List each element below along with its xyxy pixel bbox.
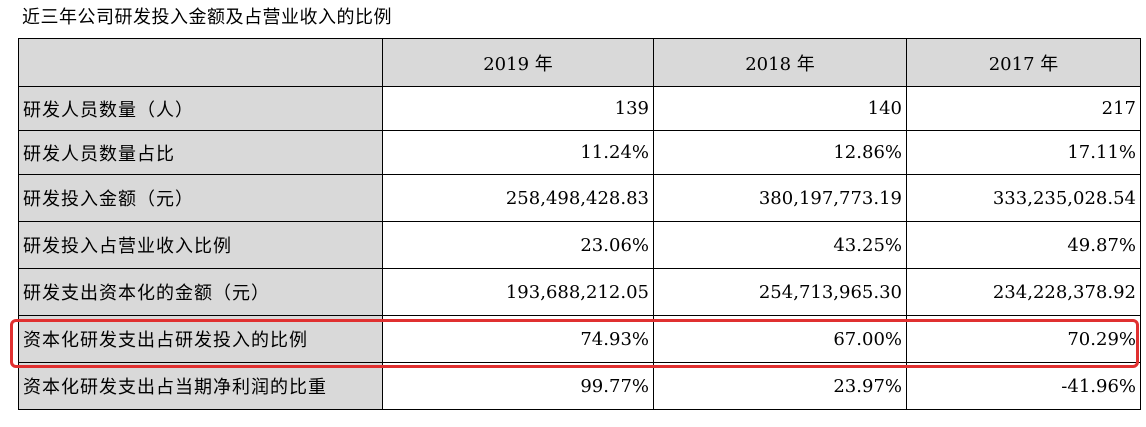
value-2018: 254,713,965.30 (653, 268, 907, 316)
value-2019: 23.06% (382, 221, 654, 269)
value-2017: 17.11% (906, 130, 1141, 175)
row-label: 研发支出资本化的金额（元） (18, 268, 383, 316)
table-header-row: 2019 年 2018 年 2017 年 (18, 38, 1141, 87)
value-2019: 74.93% (382, 315, 654, 363)
value-2017: -41.96% (906, 362, 1141, 410)
value-2018: 43.25% (653, 221, 907, 269)
rd-investment-table: 2019 年 2018 年 2017 年 研发人员数量（人） 139 140 2… (18, 38, 1141, 410)
table-caption: 近三年公司研发投入金额及占营业收入的比例 (22, 7, 392, 28)
header-year-2018: 2018 年 (653, 38, 907, 87)
table-row: 研发人员数量（人） 139 140 217 (18, 86, 1141, 131)
row-label: 资本化研发支出占研发投入的比例 (18, 315, 383, 363)
table-row: 研发人员数量占比 11.24% 12.86% 17.11% (18, 130, 1141, 175)
row-label: 研发人员数量（人） (18, 86, 383, 131)
header-year-2017: 2017 年 (906, 38, 1141, 87)
row-label: 研发投入占营业收入比例 (18, 221, 383, 269)
value-2018: 380,197,773.19 (653, 174, 907, 222)
table-row-highlighted: 资本化研发支出占研发投入的比例 74.93% 67.00% 70.29% (18, 315, 1141, 363)
value-2018: 67.00% (653, 315, 907, 363)
value-2019: 11.24% (382, 130, 654, 175)
value-2019: 258,498,428.83 (382, 174, 654, 222)
value-2017: 333,235,028.54 (906, 174, 1141, 222)
header-year-2019: 2019 年 (382, 38, 654, 87)
value-2018: 140 (653, 86, 907, 131)
value-2019: 139 (382, 86, 654, 131)
value-2018: 12.86% (653, 130, 907, 175)
value-2019: 193,688,212.05 (382, 268, 654, 316)
value-2017: 217 (906, 86, 1141, 131)
header-blank-cell (18, 38, 383, 87)
table-row: 研发投入占营业收入比例 23.06% 43.25% 49.87% (18, 221, 1141, 269)
table-row: 研发支出资本化的金额（元） 193,688,212.05 254,713,965… (18, 268, 1141, 316)
value-2017: 234,228,378.92 (906, 268, 1141, 316)
value-2017: 49.87% (906, 221, 1141, 269)
value-2018: 23.97% (653, 362, 907, 410)
value-2019: 99.77% (382, 362, 654, 410)
row-label: 研发投入金额（元） (18, 174, 383, 222)
table-row: 资本化研发支出占当期净利润的比重 99.77% 23.97% -41.96% (18, 362, 1141, 410)
table-row: 研发投入金额（元） 258,498,428.83 380,197,773.19 … (18, 174, 1141, 222)
value-2017: 70.29% (906, 315, 1141, 363)
row-label: 资本化研发支出占当期净利润的比重 (18, 362, 383, 410)
row-label: 研发人员数量占比 (18, 130, 383, 175)
